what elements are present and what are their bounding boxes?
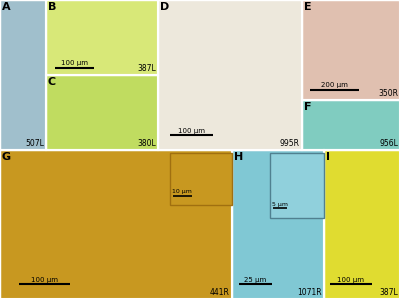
Text: 380L: 380L xyxy=(137,139,156,148)
Bar xyxy=(270,153,324,218)
Text: 387L: 387L xyxy=(137,64,156,73)
Bar xyxy=(232,150,324,299)
Bar xyxy=(46,0,158,75)
Bar xyxy=(0,0,46,150)
Text: I: I xyxy=(326,152,330,162)
Text: 10 μm: 10 μm xyxy=(172,189,192,194)
Text: 956L: 956L xyxy=(379,139,398,148)
Text: 350R: 350R xyxy=(378,89,398,98)
Text: F: F xyxy=(304,102,312,112)
Text: 1071R: 1071R xyxy=(297,288,322,297)
Text: 100 μm: 100 μm xyxy=(61,60,88,66)
Text: E: E xyxy=(304,2,312,12)
Text: A: A xyxy=(2,2,11,12)
Bar xyxy=(170,153,232,205)
Text: 387L: 387L xyxy=(379,288,398,297)
Text: 100 μm: 100 μm xyxy=(338,277,364,283)
Text: 25 μm: 25 μm xyxy=(244,277,266,283)
Bar xyxy=(158,0,302,150)
Bar xyxy=(302,100,400,150)
Bar xyxy=(0,150,232,299)
Text: 100 μm: 100 μm xyxy=(178,127,205,133)
Bar xyxy=(324,150,400,299)
Text: 200 μm: 200 μm xyxy=(321,83,348,89)
Bar xyxy=(158,0,302,150)
Text: 100 μm: 100 μm xyxy=(30,277,58,283)
Bar xyxy=(302,100,400,150)
Text: 507L: 507L xyxy=(25,139,44,148)
Text: G: G xyxy=(2,152,11,162)
Text: D: D xyxy=(160,2,169,12)
Text: B: B xyxy=(48,2,56,12)
Bar xyxy=(302,0,400,100)
Text: 441R: 441R xyxy=(210,288,230,297)
Text: H: H xyxy=(234,152,243,162)
Bar xyxy=(302,0,400,100)
Bar xyxy=(46,75,158,150)
Text: C: C xyxy=(48,77,56,87)
Text: 995R: 995R xyxy=(280,139,300,148)
Bar xyxy=(324,150,400,299)
Bar xyxy=(0,0,46,150)
Bar xyxy=(232,150,324,299)
Bar xyxy=(46,75,158,150)
Bar xyxy=(0,150,232,299)
Bar xyxy=(46,0,158,75)
Text: 5 μm: 5 μm xyxy=(272,202,288,207)
